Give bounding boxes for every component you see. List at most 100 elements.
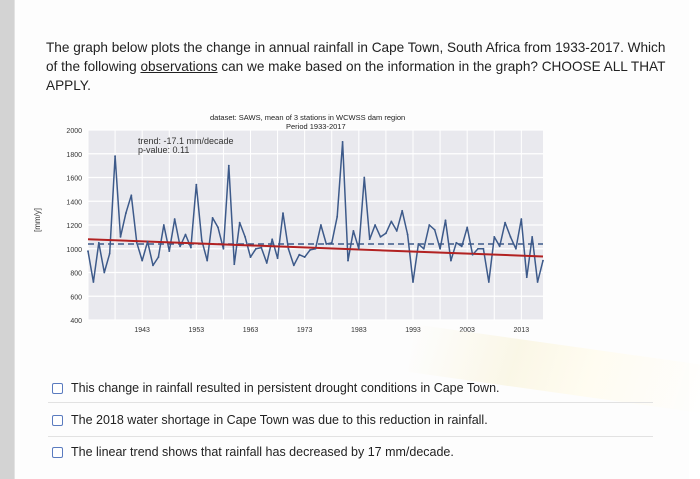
- data-point: [200, 239, 203, 242]
- data-point: [520, 218, 523, 220]
- data-point: [162, 224, 165, 226]
- data-point: [190, 246, 192, 249]
- question-text: The graph below plots the change in annu…: [46, 38, 666, 95]
- data-point: [347, 259, 349, 262]
- data-point: [336, 215, 339, 218]
- data-point: [542, 259, 544, 262]
- trend-annotation: trend: -17.1 mm/decade: [138, 136, 234, 146]
- chart-points: [87, 140, 544, 283]
- data-point: [330, 241, 333, 244]
- option-1-checkbox[interactable]: [52, 382, 63, 394]
- data-point: [444, 219, 447, 222]
- data-point: [108, 252, 111, 255]
- data-point: [222, 247, 225, 250]
- x-tick-label: 1953: [189, 327, 205, 334]
- data-point: [417, 243, 420, 245]
- x-tick-label: 1973: [297, 327, 313, 334]
- option-3[interactable]: The linear trend shows that rainfall has…: [52, 441, 454, 463]
- y-tick-label: 2000: [66, 128, 82, 135]
- data-point: [412, 281, 414, 283]
- data-point: [379, 235, 382, 238]
- x-tick-label: 1963: [243, 327, 259, 334]
- data-point: [493, 235, 496, 238]
- data-point: [206, 259, 209, 262]
- data-point: [482, 247, 485, 250]
- rainfall-chart-svg: 2000 1800 1600 1400 1200 1000 800 600 400 1943 19…: [33, 113, 544, 334]
- data-point: [325, 243, 328, 245]
- data-point: [309, 249, 311, 251]
- option-2-label: The 2018 water shortage in Cape Town was…: [71, 413, 488, 427]
- data-point: [401, 209, 404, 212]
- y-tick-label: 1600: [66, 176, 82, 183]
- data-point: [477, 247, 479, 250]
- pvalue-annotation: p-value: 0.11: [138, 145, 189, 155]
- data-point: [460, 245, 463, 248]
- data-point: [531, 235, 534, 238]
- data-point: [125, 212, 127, 215]
- y-tick-label: 800: [70, 271, 82, 278]
- data-point: [385, 232, 387, 235]
- data-point: [363, 176, 366, 179]
- y-tick-label: 400: [70, 318, 82, 325]
- data-point: [357, 247, 360, 250]
- y-tick-label: 1400: [66, 199, 82, 206]
- data-point: [341, 140, 344, 143]
- data-point: [450, 259, 452, 262]
- data-point: [238, 221, 241, 224]
- data-point: [455, 241, 458, 244]
- data-point: [390, 220, 393, 223]
- data-point: [422, 247, 425, 250]
- data-point: [271, 238, 274, 241]
- y-tick-label: 1000: [66, 247, 82, 254]
- data-point: [282, 212, 284, 215]
- question-underlined: observations: [140, 59, 218, 74]
- data-point: [179, 245, 181, 248]
- y-tick-labels: 2000 1800 1600 1400 1200 1000 800 600 400: [66, 128, 82, 325]
- data-point: [433, 228, 436, 231]
- data-point: [314, 247, 317, 250]
- chart-grid: [87, 129, 543, 321]
- data-point: [374, 224, 376, 226]
- option-divider: [48, 436, 653, 437]
- option-1-label: This change in rainfall resulted in pers…: [71, 381, 500, 395]
- data-point: [260, 246, 263, 249]
- data-point: [466, 226, 469, 229]
- y-tick-label: 1200: [66, 223, 82, 230]
- data-point: [141, 259, 144, 262]
- data-point: [498, 245, 501, 248]
- data-point: [146, 240, 149, 243]
- y-axis-label: [mm/y]: [33, 208, 42, 232]
- data-point: [195, 183, 198, 186]
- data-point: [471, 253, 474, 256]
- y-tick-label: 1800: [66, 152, 82, 159]
- data-point: [298, 253, 301, 256]
- option-3-checkbox[interactable]: [52, 446, 63, 458]
- data-point: [217, 226, 219, 229]
- option-1[interactable]: This change in rainfall resulted in pers…: [52, 377, 500, 399]
- option-2-checkbox[interactable]: [52, 414, 63, 426]
- question-part1: The graph below plots the change in annu…: [46, 40, 666, 74]
- data-point: [119, 235, 122, 238]
- data-point: [211, 216, 214, 219]
- data-point: [515, 247, 517, 250]
- data-point: [292, 264, 295, 267]
- rainfall-chart: 2000 1800 1600 1400 1200 1000 800 600 400 1943 19…: [20, 100, 550, 350]
- data-point: [406, 233, 409, 236]
- data-point: [395, 230, 398, 232]
- chart-title: dataset: SAWS, mean of 3 stations in WCW…: [210, 113, 405, 122]
- data-point: [87, 250, 89, 253]
- data-point: [130, 194, 133, 197]
- data-point: [287, 247, 290, 250]
- x-tick-label: 2003: [459, 327, 475, 334]
- x-tick-label: 1943: [134, 327, 150, 334]
- data-point: [487, 281, 490, 283]
- data-point: [265, 262, 268, 264]
- data-point: [368, 238, 371, 241]
- data-point: [303, 256, 306, 258]
- option-2[interactable]: The 2018 water shortage in Cape Town was…: [52, 409, 488, 431]
- data-point: [276, 257, 279, 260]
- data-point: [184, 233, 187, 236]
- left-margin: [0, 0, 14, 479]
- data-point: [103, 271, 106, 274]
- data-point: [114, 155, 116, 158]
